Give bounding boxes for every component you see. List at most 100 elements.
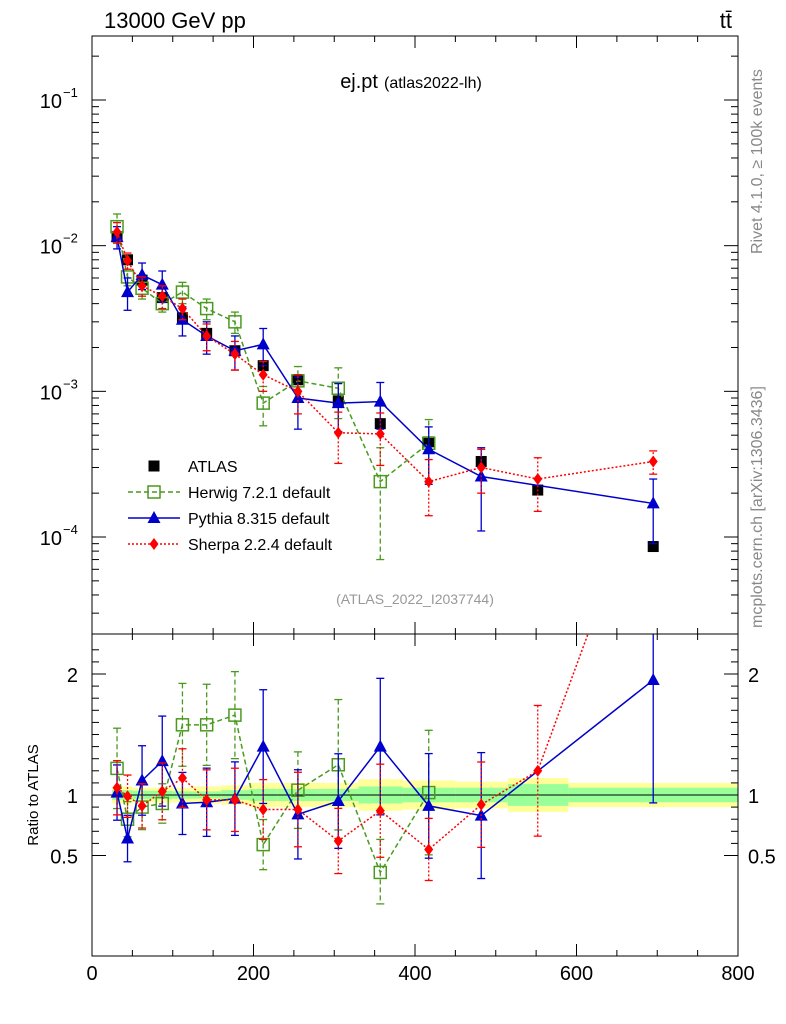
data-point [199, 301, 214, 316]
header-right: tt̄ [720, 8, 732, 33]
data-point [373, 394, 387, 407]
ratio-ylabel: Ratio to ATLAS [25, 744, 42, 845]
data-point [647, 541, 659, 553]
data-point [137, 279, 147, 292]
data-point [648, 455, 658, 468]
y-tick-exponent: −3 [63, 376, 78, 391]
y-tick-label: 10 [40, 237, 62, 259]
data-point [157, 290, 167, 303]
data-point [258, 368, 268, 381]
ratio-tick-label-left: 1 [67, 786, 78, 808]
data-point [155, 277, 169, 290]
chart-subtitle: (atlas2022-lh) [384, 75, 482, 92]
ratio-point [157, 785, 167, 798]
ratio-point [375, 804, 385, 817]
mcplots-label: mcplots.cern.ch [arXiv:1306.3436] [749, 386, 766, 628]
data-point [331, 396, 345, 409]
y-tick-label: 10 [40, 528, 62, 550]
series-diamond [112, 221, 658, 517]
data-point [333, 426, 343, 439]
data-point [177, 302, 187, 315]
ratio-point [646, 673, 660, 686]
data-point [646, 496, 660, 509]
ratio-point [256, 739, 270, 752]
legend-marker [147, 485, 161, 499]
ratio-point [373, 865, 388, 880]
ratio-ticks: 0.5 0.5 1 1 2 2 [50, 634, 776, 956]
ratio-point [137, 799, 147, 812]
data-point [422, 442, 436, 455]
legend-entry: Herwig 7.2.1 default [128, 485, 331, 502]
data-point [375, 427, 385, 440]
ratio-point [331, 794, 345, 807]
legend-label: Herwig 7.2.1 default [188, 485, 331, 502]
series-triangle [110, 226, 660, 545]
ratio-point [199, 718, 214, 732]
ratio-point [202, 793, 212, 806]
y-tick-exponent: −2 [63, 231, 78, 246]
ratio-tick-label-right: 1 [748, 786, 759, 808]
main-series [110, 213, 660, 561]
legend-label: ATLAS [188, 459, 238, 476]
ratio-series-diamond [112, 634, 589, 882]
ratio-series [110, 634, 660, 905]
ratio-point [123, 790, 133, 803]
ratio-point [533, 764, 543, 777]
rivet-label: Rivet 4.1.0, ≥ 100k events [749, 69, 766, 254]
ratio-point [135, 773, 149, 786]
ratio-tick-label-left: 2 [67, 665, 78, 687]
data-point [121, 285, 135, 298]
series-square [111, 231, 659, 553]
ratio-line [116, 634, 589, 851]
data-point [112, 226, 122, 239]
header-left: 13000 GeV pp [104, 8, 246, 33]
data-point [256, 337, 270, 350]
legend-marker [148, 460, 160, 472]
series-line [116, 231, 654, 483]
y-tick-exponent: −1 [63, 85, 78, 100]
data-point [135, 267, 149, 280]
data-point [256, 396, 270, 410]
ratio-line [116, 714, 430, 875]
series-open-square [110, 213, 436, 561]
ratio-tick-label-left: 0.5 [50, 847, 78, 869]
legend-label: Sherpa 2.2.4 default [188, 537, 333, 554]
data-point [424, 475, 434, 488]
legend-entry: Sherpa 2.2.4 default [128, 537, 333, 554]
main-panel: ej.pt (atlas2022-lh) (ATLAS_2022_I203774… [40, 35, 739, 635]
data-point [533, 473, 543, 486]
data-point [476, 461, 486, 474]
ratio-point [476, 798, 486, 811]
ratio-panel: 0.5 0.5 1 1 2 2 Ratio to ATLAS [25, 633, 776, 957]
x-axis: 0 200 400 600 800 [86, 963, 754, 985]
legend: ATLAS Herwig 7.2.1 default Pythia 8.315 de… [128, 459, 333, 554]
ratio-tick-label-right: 2 [748, 665, 759, 687]
ratio-point [230, 793, 240, 806]
ratio-point [175, 718, 190, 732]
x-tick-label: 400 [398, 963, 431, 985]
x-tick-label: 600 [560, 963, 593, 985]
legend-marker [147, 511, 161, 523]
analysis-label: (ATLAS_2022_I2037744) [336, 591, 494, 607]
y-tick-exponent: −4 [63, 522, 78, 537]
data-point [373, 474, 388, 489]
x-tick-label: 200 [237, 963, 270, 985]
chart-title: ej.pt [340, 71, 378, 93]
data-point [175, 285, 190, 299]
y-tick-label: 10 [40, 382, 62, 404]
ratio-point [333, 834, 343, 847]
data-point [123, 254, 133, 267]
ratio-point [228, 708, 242, 722]
x-tick-label: 800 [721, 963, 754, 985]
x-tick-label: 0 [86, 963, 97, 985]
data-point [293, 385, 303, 398]
ratio-point [293, 803, 303, 816]
y-tick-label: 10 [40, 91, 62, 113]
ratio-point [424, 843, 434, 856]
ratio-line [116, 679, 654, 839]
legend-label: Pythia 8.315 default [188, 511, 330, 528]
legend-entry: Pythia 8.315 default [128, 511, 330, 528]
ratio-point [258, 803, 268, 816]
ratio-point [422, 798, 436, 811]
